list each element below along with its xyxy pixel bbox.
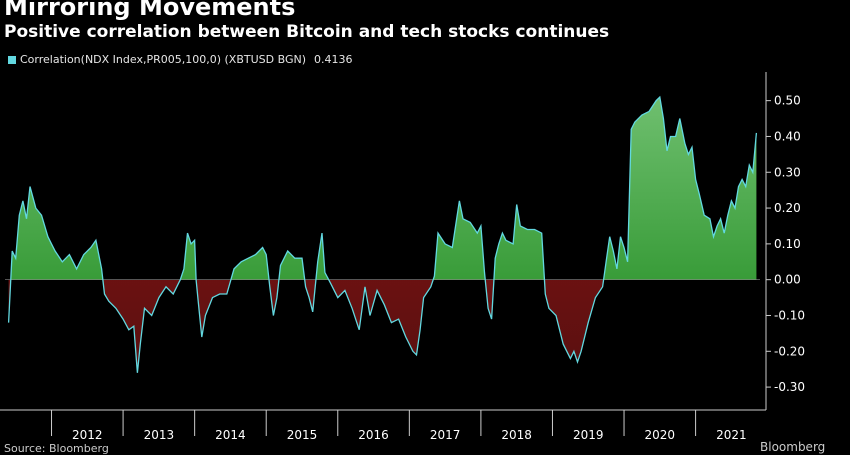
y-tick-label: 0.30: [774, 165, 801, 179]
y-tick-label: -0.10: [774, 308, 805, 322]
y-tick-label: -0.30: [774, 380, 805, 394]
x-tick-label: 2020: [645, 428, 676, 442]
x-tick-label: 2013: [144, 428, 175, 442]
legend-swatch: [8, 55, 16, 64]
y-tick-label: 0.40: [774, 129, 801, 143]
source-note: Source: Bloomberg: [4, 442, 109, 455]
x-tick-label: 2016: [358, 428, 389, 442]
x-tick-label: 2012: [72, 428, 103, 442]
y-tick-label: 0.50: [774, 94, 801, 108]
legend-label: Correlation(NDX Index,PR005,100,0) (XBTU…: [20, 53, 306, 66]
brand-label: Bloomberg: [760, 440, 826, 454]
x-tick-label: 2018: [501, 428, 532, 442]
y-tick-label: 0.10: [774, 237, 801, 251]
legend: Correlation(NDX Index,PR005,100,0) (XBTU…: [8, 53, 353, 66]
y-tick-label: 0.20: [774, 201, 801, 215]
chart-title: Mirroring Movements: [4, 0, 296, 21]
legend-last-value: 0.4136: [314, 53, 353, 66]
x-tick-label: 2021: [716, 428, 747, 442]
series-line: [7, 95, 758, 373]
x-tick-label: 2017: [430, 428, 461, 442]
positive-area: [8, 97, 757, 280]
y-tick-label: 0.00: [774, 273, 801, 287]
y-tick-label: -0.20: [774, 344, 805, 358]
x-tick-label: 2014: [215, 428, 246, 442]
chart-subtitle: Positive correlation between Bitcoin and…: [4, 22, 610, 42]
x-tick-label: 2015: [287, 428, 318, 442]
x-tick-label: 2019: [573, 428, 604, 442]
